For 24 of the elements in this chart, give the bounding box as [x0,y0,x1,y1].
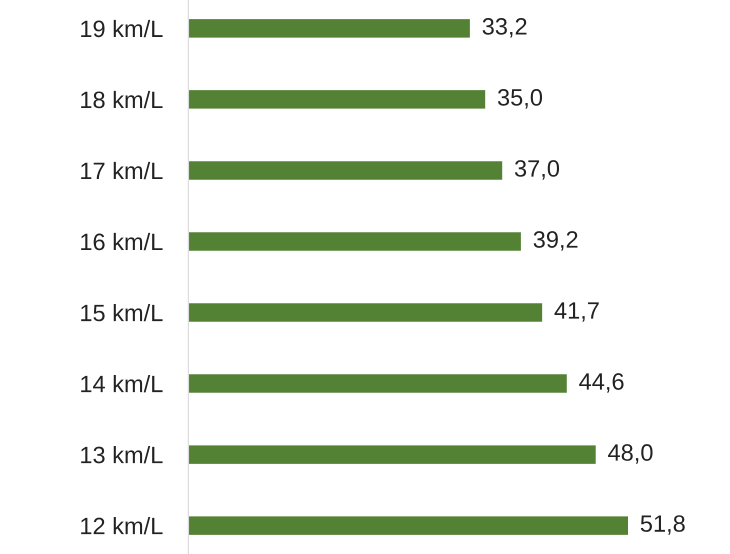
data-label: 41,7 [554,302,599,322]
bar [188,372,568,394]
bar [188,88,487,110]
y-tick-label: 18 km/L [81,90,163,108]
y-tick-label: 16 km/L [81,232,163,250]
bar [188,230,522,252]
data-label: 48,0 [608,444,653,464]
bar [188,302,544,324]
y-tick-label: 15 km/L [81,304,163,322]
data-label: 37,0 [514,160,560,180]
bar [188,444,598,466]
y-tick-label: 12 km/L [81,517,163,534]
bar [188,514,630,536]
data-label: 35,0 [498,89,542,109]
y-tick-label: 17 km/L [81,162,163,180]
y-tick-label: 19 km/L [81,20,163,38]
data-label: 44,6 [579,373,624,393]
bar [188,160,504,182]
y-tick-label: 14 km/L [81,374,163,392]
data-label: 51,8 [640,515,685,535]
data-label: 39,2 [534,231,578,251]
bar [188,18,472,40]
y-tick-label: 13 km/L [81,446,163,464]
data-label: 33,2 [482,18,526,38]
